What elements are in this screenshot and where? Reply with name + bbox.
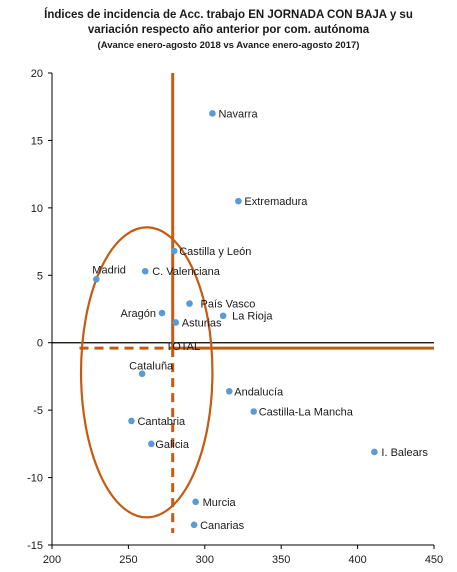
point-label-la-rioja: La Rioja: [232, 311, 273, 323]
y-tick-label: 5: [37, 270, 43, 282]
point-label-cataluna: Cataluña: [129, 361, 174, 373]
point-canarias[interactable]: [190, 521, 198, 529]
point-label-canarias: Canarias: [200, 520, 245, 532]
point-andalucia[interactable]: [225, 387, 233, 395]
point-galicia[interactable]: [148, 440, 155, 448]
point-label-c-valenciana: C. Valenciana: [152, 266, 221, 278]
point-i-balears[interactable]: [371, 448, 378, 456]
chart-title: Índices de incidencia de Acc. trabajo EN…: [44, 9, 413, 21]
y-tick-label: 15: [31, 135, 43, 147]
point-cantabria[interactable]: [128, 417, 135, 425]
point-label-murcia: Murcia: [203, 497, 237, 509]
point-extremadura[interactable]: [235, 197, 242, 205]
point-castilla-la-mancha[interactable]: [250, 408, 257, 415]
point-label-cantabria: Cantabria: [137, 416, 186, 428]
y-tick-label: -15: [27, 540, 43, 552]
point-asturias[interactable]: [172, 319, 180, 326]
y-tick-label: 0: [37, 338, 43, 350]
point-label-pais-vasco: País Vasco: [201, 299, 256, 311]
point-pais-vasco[interactable]: [186, 300, 193, 307]
point-label-madrid: Madrid: [92, 264, 126, 276]
x-tick-label: 200: [43, 554, 61, 566]
point-label-extremadura: Extremadura: [244, 196, 308, 208]
chart-title-line2: variación respecto año anterior por com.…: [87, 24, 370, 36]
point-label-aragon: Aragón: [121, 308, 156, 320]
x-tick-label: 450: [425, 554, 443, 566]
x-tick-label: 250: [119, 554, 137, 566]
chart-subtitle: (Avance enero-agosto 2018 vs Avance ener…: [97, 40, 360, 51]
point-navarra[interactable]: [209, 110, 216, 117]
point-label-galicia: Galicia: [155, 439, 190, 451]
point-madrid[interactable]: [93, 276, 100, 283]
point-castilla-y-leon[interactable]: [170, 247, 178, 255]
point-la-rioja[interactable]: [219, 312, 227, 320]
point-label-total: TOTAL: [166, 341, 200, 353]
y-tick-label: 10: [31, 203, 43, 215]
point-aragon[interactable]: [158, 309, 166, 317]
point-label-castilla-y-leon: Castilla y León: [179, 246, 251, 258]
point-label-i-balears: I. Balears: [381, 447, 428, 459]
y-tick-label: 20: [31, 68, 43, 80]
point-c-valenciana[interactable]: [141, 267, 149, 275]
x-tick-label: 300: [196, 554, 214, 566]
cluster-ellipse: [79, 226, 214, 519]
point-label-andalucia: Andalucía: [234, 386, 284, 398]
point-label-asturias: Asturias: [182, 317, 222, 329]
y-tick-label: -10: [27, 473, 43, 485]
x-tick-label: 350: [272, 554, 290, 566]
point-label-navarra: Navarra: [218, 108, 258, 120]
point-cataluna[interactable]: [138, 370, 146, 378]
x-tick-label: 400: [348, 554, 366, 566]
point-murcia[interactable]: [192, 498, 199, 506]
y-tick-label: -5: [33, 405, 43, 417]
point-label-castilla-la-mancha: Castilla-La Mancha: [259, 406, 354, 418]
